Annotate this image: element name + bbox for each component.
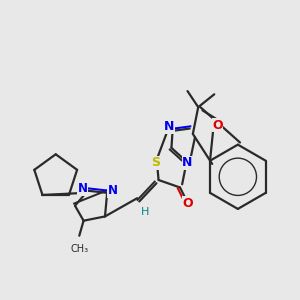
Text: S: S <box>151 156 160 170</box>
Text: S: S <box>151 156 160 170</box>
Text: N: N <box>107 184 118 197</box>
Text: N: N <box>77 182 88 195</box>
Text: O: O <box>182 197 193 210</box>
Text: O: O <box>212 119 223 132</box>
Text: N: N <box>182 156 193 170</box>
Text: N: N <box>182 156 193 170</box>
Text: CH₃: CH₃ <box>70 244 88 254</box>
Text: N: N <box>164 120 175 133</box>
Text: O: O <box>182 197 193 210</box>
Text: H: H <box>140 207 149 217</box>
Text: O: O <box>212 119 223 132</box>
Text: N: N <box>107 184 118 197</box>
Text: N: N <box>77 182 88 195</box>
Text: N: N <box>164 120 175 133</box>
Text: H: H <box>140 207 149 217</box>
